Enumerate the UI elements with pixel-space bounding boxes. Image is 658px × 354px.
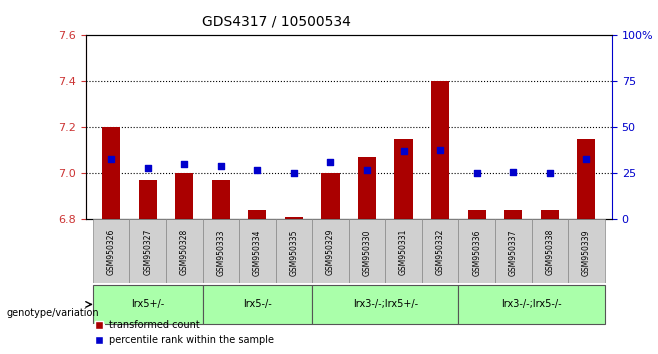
- Point: [435, 147, 445, 152]
- FancyBboxPatch shape: [93, 219, 130, 283]
- Text: GSM950327: GSM950327: [143, 229, 152, 275]
- Point: [289, 171, 299, 176]
- FancyBboxPatch shape: [276, 219, 312, 283]
- Bar: [175, 173, 193, 219]
- Bar: [321, 173, 340, 219]
- Bar: [541, 210, 559, 219]
- Text: GSM950335: GSM950335: [290, 229, 299, 275]
- Point: [581, 156, 592, 161]
- Text: GSM950326: GSM950326: [107, 229, 116, 275]
- Text: lrx5+/-: lrx5+/-: [131, 299, 164, 309]
- Point: [545, 171, 555, 176]
- Bar: [248, 210, 266, 219]
- Text: lrx3-/-;lrx5+/-: lrx3-/-;lrx5+/-: [353, 299, 418, 309]
- Point: [508, 169, 519, 175]
- FancyBboxPatch shape: [459, 285, 605, 324]
- FancyBboxPatch shape: [495, 219, 532, 283]
- Bar: [139, 181, 157, 219]
- Bar: [394, 139, 413, 219]
- Text: lrx5-/-: lrx5-/-: [243, 299, 272, 309]
- Text: GDS4317 / 10500534: GDS4317 / 10500534: [202, 14, 351, 28]
- Text: GSM950332: GSM950332: [436, 229, 445, 275]
- FancyBboxPatch shape: [130, 219, 166, 283]
- Text: GSM950339: GSM950339: [582, 229, 591, 275]
- Bar: [102, 127, 120, 219]
- Bar: [504, 210, 522, 219]
- Text: GSM950337: GSM950337: [509, 229, 518, 275]
- Text: lrx3-/-;lrx5-/-: lrx3-/-;lrx5-/-: [501, 299, 562, 309]
- Point: [362, 167, 372, 173]
- Point: [142, 165, 153, 171]
- Point: [398, 149, 409, 154]
- Point: [325, 160, 336, 165]
- Text: GSM950338: GSM950338: [545, 229, 554, 275]
- FancyBboxPatch shape: [422, 219, 459, 283]
- FancyBboxPatch shape: [568, 219, 605, 283]
- Text: GSM950336: GSM950336: [472, 229, 481, 275]
- Text: GSM950330: GSM950330: [363, 229, 372, 275]
- Bar: [431, 81, 449, 219]
- Text: GSM950334: GSM950334: [253, 229, 262, 275]
- FancyBboxPatch shape: [386, 219, 422, 283]
- FancyBboxPatch shape: [166, 219, 203, 283]
- FancyBboxPatch shape: [312, 285, 459, 324]
- FancyBboxPatch shape: [312, 219, 349, 283]
- FancyBboxPatch shape: [93, 285, 203, 324]
- Point: [252, 167, 263, 173]
- Bar: [285, 217, 303, 219]
- Bar: [212, 181, 230, 219]
- FancyBboxPatch shape: [203, 285, 312, 324]
- FancyBboxPatch shape: [203, 219, 239, 283]
- Point: [471, 171, 482, 176]
- Bar: [358, 158, 376, 219]
- Text: GSM950331: GSM950331: [399, 229, 408, 275]
- Point: [179, 161, 190, 167]
- FancyBboxPatch shape: [459, 219, 495, 283]
- Text: GSM950328: GSM950328: [180, 229, 189, 275]
- Point: [106, 156, 116, 161]
- Legend: transformed count, percentile rank within the sample: transformed count, percentile rank withi…: [90, 316, 278, 349]
- Text: GSM950329: GSM950329: [326, 229, 335, 275]
- Point: [216, 163, 226, 169]
- Text: genotype/variation: genotype/variation: [7, 308, 99, 318]
- Bar: [468, 210, 486, 219]
- Text: GSM950333: GSM950333: [216, 229, 225, 275]
- Bar: [577, 139, 595, 219]
- FancyBboxPatch shape: [532, 219, 568, 283]
- FancyBboxPatch shape: [349, 219, 386, 283]
- FancyBboxPatch shape: [239, 219, 276, 283]
